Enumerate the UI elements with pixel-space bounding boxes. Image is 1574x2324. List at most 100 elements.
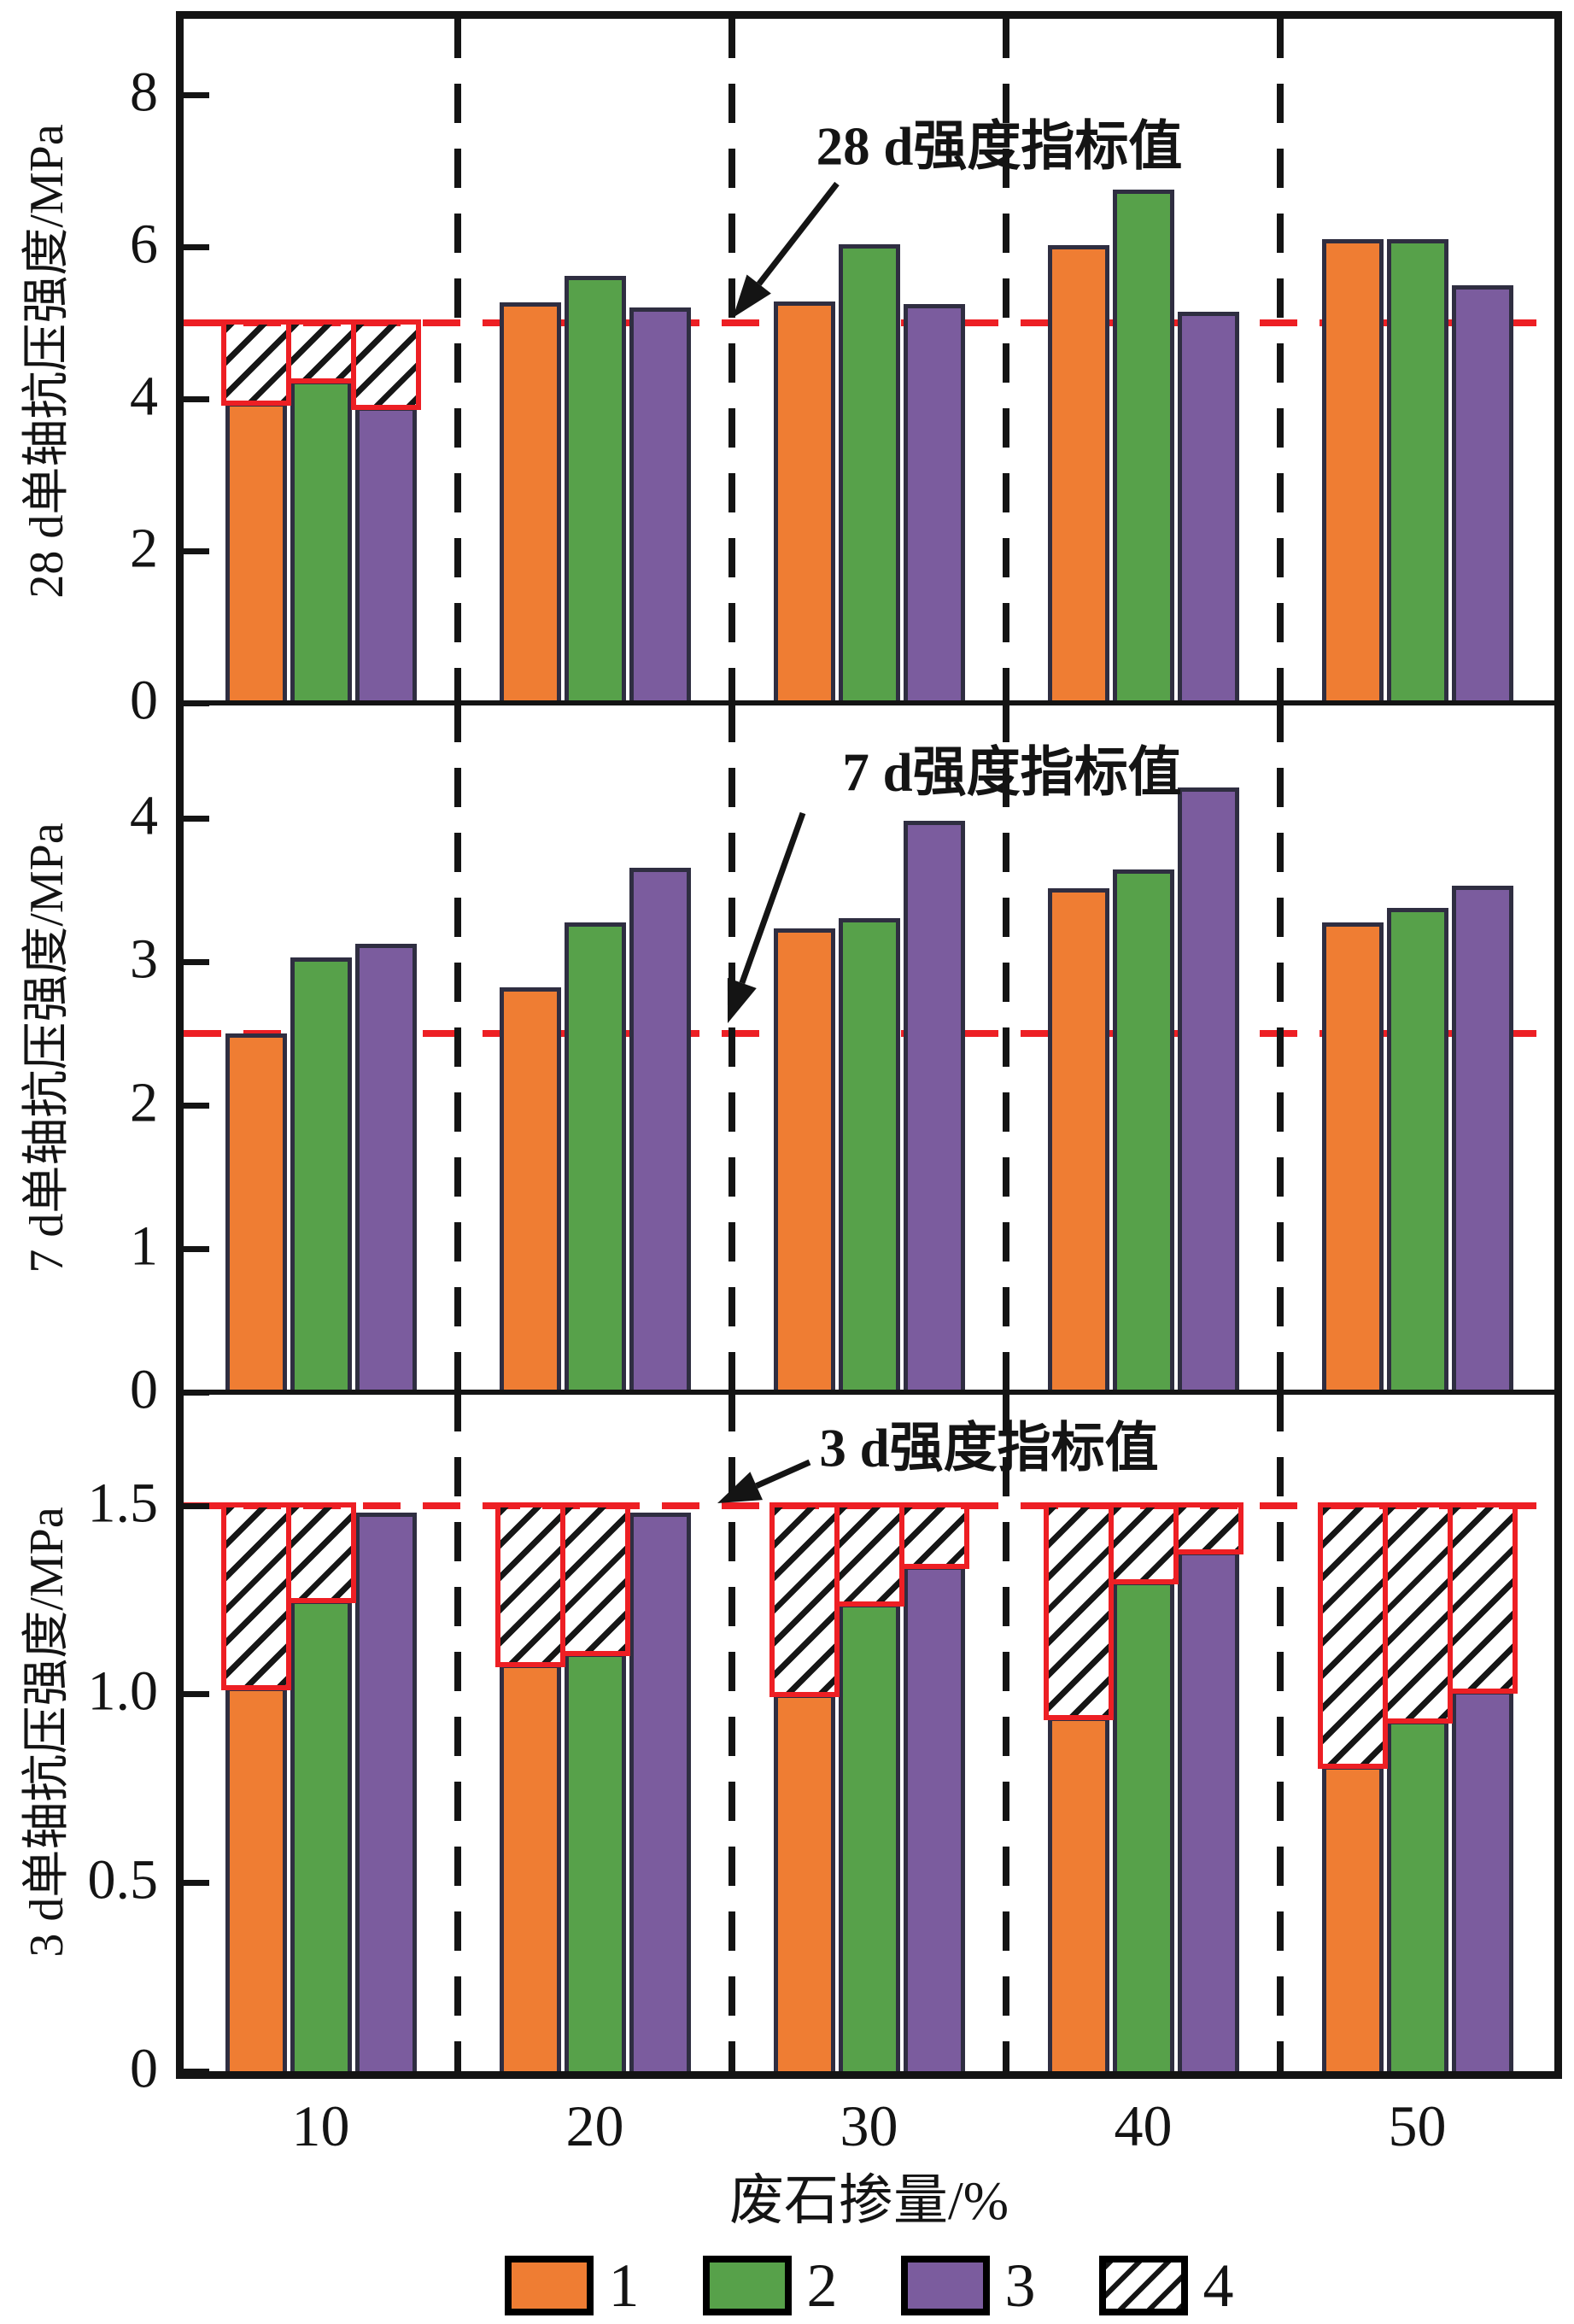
x-tick: [728, 682, 735, 703]
bar-7d-x40-s1: [1047, 887, 1109, 1392]
y-tick-label-28d: 8: [130, 61, 158, 124]
hatch-3d-x40-s2: [1108, 1502, 1179, 1584]
bar-3d-x30-s1: [773, 1694, 835, 2071]
panel-separator: [184, 700, 1554, 705]
legend-item-1: 1: [504, 2255, 640, 2316]
bar-7d-x50-s1: [1321, 922, 1384, 1392]
bar-7d-x10-s1: [225, 1033, 287, 1392]
hatch-3d-x50-s3: [1447, 1502, 1518, 1694]
hatch-3d-x10-s1: [220, 1502, 291, 1690]
hatch-3d-x50-s1: [1317, 1502, 1388, 1770]
legend-label-series2: 2: [806, 2251, 838, 2320]
hatch-28d-x10-s1: [220, 319, 291, 407]
bar-3d-x40-s1: [1047, 1716, 1109, 2071]
hatch-3d-x30-s3: [898, 1502, 969, 1570]
bar-28d-x30-s3: [903, 303, 965, 703]
annotation-28d-index: 28 d强度指标值: [816, 116, 1183, 177]
x-tick: [1003, 2051, 1009, 2071]
legend-item-2: 2: [702, 2251, 838, 2320]
group-divider: [728, 19, 735, 703]
bar-7d-x20-s2: [564, 922, 626, 1392]
bar-3d-x40-s3: [1177, 1550, 1239, 2071]
bar-3d-x20-s3: [629, 1513, 691, 2071]
legend-item-4: 4: [1098, 2251, 1234, 2320]
x-tick: [728, 2051, 735, 2071]
group-divider: [728, 703, 735, 1392]
hatch-28d-x10-s3: [350, 319, 421, 410]
bar-28d-x10-s3: [354, 406, 417, 703]
x-tick: [1003, 682, 1009, 703]
y-tick-label-28d: 6: [130, 213, 158, 276]
x-tick-label: 20: [565, 2093, 624, 2158]
hatch-3d-x30-s2: [834, 1502, 904, 1607]
y-tick-label-28d: 0: [130, 669, 158, 732]
bar-28d-x40-s1: [1047, 245, 1109, 703]
bar-3d-x50-s1: [1321, 1765, 1384, 2071]
bar-3d-x10-s3: [354, 1513, 417, 2071]
annotation-arrow-head: [733, 274, 771, 318]
group-divider: [454, 19, 461, 703]
y-tick-28d: [184, 92, 209, 98]
bar-7d-x50-s2: [1386, 908, 1448, 1392]
bar-3d-x40-s2: [1112, 1580, 1174, 2071]
group-divider: [1003, 703, 1009, 1392]
bar-3d-x10-s1: [225, 1686, 287, 2071]
hatch-3d-x20-s2: [559, 1502, 630, 1656]
legend-label-series4: 4: [1202, 2251, 1234, 2320]
bar-7d-x30-s1: [773, 928, 835, 1392]
group-divider: [1003, 1392, 1009, 2071]
bar-3d-x50-s2: [1386, 1720, 1448, 2071]
bar-7d-x40-s2: [1112, 869, 1174, 1392]
legend-swatch-series3: [900, 2256, 990, 2315]
x-tick: [454, 1372, 461, 1392]
bar-28d-x20-s1: [499, 301, 561, 703]
annotation-arrow-head: [717, 1472, 764, 1503]
legend-swatch-series1: [504, 2256, 594, 2315]
bar-28d-x40-s2: [1112, 190, 1174, 703]
bar-3d-x50-s3: [1451, 1689, 1513, 2071]
bar-3d-x30-s3: [903, 1566, 965, 2071]
bar-7d-x10-s3: [354, 944, 417, 1392]
group-divider: [1277, 19, 1284, 703]
bar-3d-x30-s2: [838, 1603, 900, 2071]
y-tick-label-3d: 1.5: [87, 1471, 159, 1534]
y-tick-3d: [184, 1880, 209, 1887]
y-tick-28d: [184, 396, 209, 402]
y-axis-title-7d: 7 d单轴抗压强度/MPa: [20, 822, 73, 1273]
x-tick: [1277, 682, 1284, 703]
bar-28d-x30-s1: [773, 301, 835, 703]
bar-7d-x10-s2: [290, 957, 352, 1392]
x-tick: [1277, 2051, 1284, 2071]
y-tick-label-7d: 2: [130, 1071, 158, 1134]
group-divider: [1277, 703, 1284, 1392]
x-tick-label: 50: [1388, 2093, 1447, 2158]
legend: 1 2 3 4: [184, 2255, 1554, 2316]
x-tick: [1277, 1372, 1284, 1392]
bar-7d-x30-s2: [838, 918, 900, 1392]
y-tick-3d: [184, 1502, 209, 1509]
annotation-arrow-line: [756, 181, 840, 286]
annotation-arrow-line: [755, 1459, 811, 1489]
bar-7d-x30-s3: [903, 820, 965, 1392]
bar-3d-x10-s2: [290, 1599, 352, 2071]
bar-28d-x20-s2: [564, 275, 626, 703]
bar-28d-x50-s2: [1386, 239, 1448, 703]
x-tick: [454, 682, 461, 703]
hatch-3d-x30-s1: [769, 1502, 840, 1698]
y-tick-label-7d: 1: [130, 1215, 158, 1278]
hatch-28d-x10-s2: [285, 319, 356, 383]
x-axis-title: 废石掺量/%: [728, 2170, 1009, 2231]
group-divider: [454, 703, 461, 1392]
y-tick-label-28d: 2: [130, 517, 158, 580]
legend-swatch-series4-hatch: [1098, 2256, 1188, 2315]
hatch-3d-x40-s1: [1043, 1502, 1114, 1720]
x-tick-label: 40: [1114, 2093, 1173, 2158]
bar-7d-x50-s3: [1451, 885, 1513, 1392]
hatch-3d-x50-s2: [1382, 1502, 1453, 1724]
bar-3d-x20-s1: [499, 1664, 561, 2071]
group-divider: [1277, 1392, 1284, 2071]
y-tick-3d: [184, 2069, 209, 2075]
x-tick: [454, 2051, 461, 2071]
hatch-3d-x10-s2: [285, 1502, 356, 1603]
annotation-3d-index: 3 d强度指标值: [819, 1418, 1159, 1478]
